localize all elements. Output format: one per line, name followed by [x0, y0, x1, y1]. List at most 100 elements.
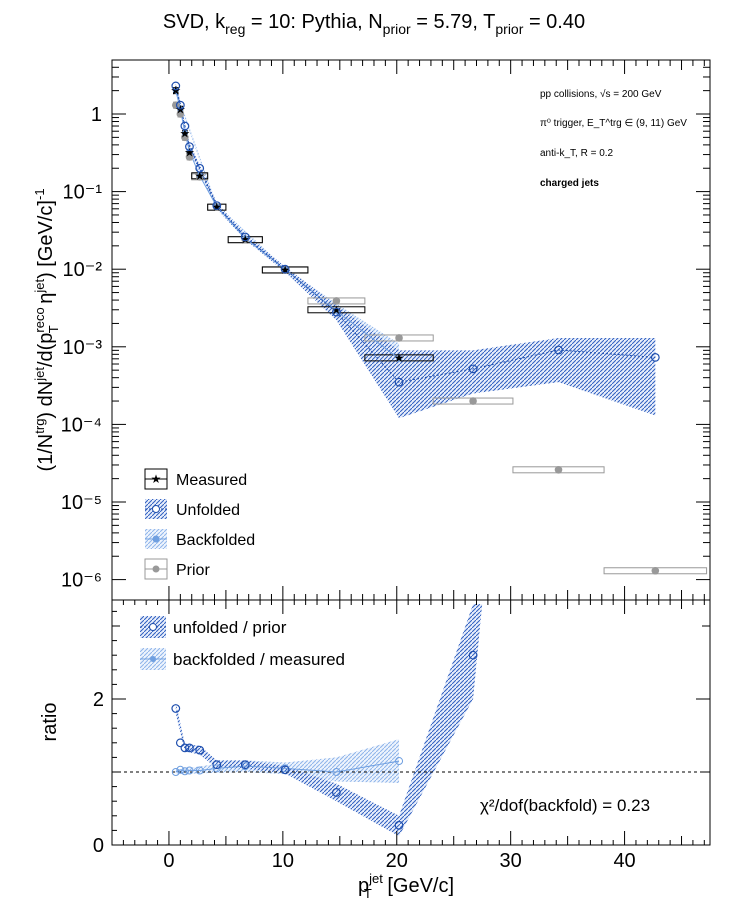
ratio-unfolded-point: [180, 743, 190, 753]
ratio-unfolded-point: [195, 745, 205, 755]
ratio-unfolded-point: [331, 788, 341, 797]
x-tick-label: 0: [163, 850, 174, 872]
measured-point: ★: [394, 351, 405, 365]
x-tick-label: 10: [272, 850, 294, 872]
ratio-backfolded-point: [332, 768, 341, 776]
prior-point: [332, 297, 341, 305]
chart-title: SVD, kreg = 10: Pythia, Nprior = 5.79, T…: [163, 11, 585, 37]
legend-label-prior: Prior: [176, 562, 210, 579]
backfolded-point: [396, 355, 403, 362]
ratio-backfolded-line: [175, 760, 400, 773]
svg-text:★: ★: [151, 472, 162, 486]
ratio-backfolded-point: [176, 765, 185, 774]
prior-point: [395, 334, 403, 342]
bottom-data-marks: [171, 650, 478, 830]
legend-entry-backfolded: Backfolded: [145, 529, 255, 549]
bottom-axis-ticks: 020 10 20 30 40: [93, 600, 710, 872]
y-tick-label: 10⁻³: [63, 337, 103, 359]
unfolded-point: [394, 377, 404, 387]
measured-point: ★: [184, 145, 195, 159]
ratio-unfolded-point: [175, 738, 185, 748]
ratio-backfolded-point: [180, 767, 189, 776]
unfolded-point: [175, 100, 185, 110]
prior-point: [171, 101, 180, 109]
measured-point: ★: [240, 233, 251, 247]
band-unfolded: [175, 83, 656, 419]
y-tick-label: 10⁻²: [63, 259, 103, 281]
backfolded-point: [242, 235, 249, 242]
legend-label-unfolded-prior: unfolded / prior: [173, 618, 287, 637]
y-tick-label: 10⁻⁶: [61, 570, 102, 592]
ratio-backfolded-point: [185, 766, 194, 775]
backfolded-point: [181, 129, 188, 136]
annotation-algorithm: anti-k_T, R = 0.2: [540, 148, 614, 159]
backfolded-point: [213, 203, 220, 210]
legend-label-unfolded: Unfolded: [176, 502, 240, 519]
backfolded-point: [196, 172, 203, 179]
legend-label-backfolded: Backfolded: [176, 532, 255, 549]
measured-point: ★: [331, 303, 342, 317]
prior-point: [185, 153, 194, 161]
top-plot-frame: [111, 59, 711, 601]
top-axis-ticks: 10⁻⁶ 10⁻⁵ 10⁻⁴ 10⁻³ 10⁻² 10⁻¹ 1: [61, 60, 710, 600]
measured-point: ★: [180, 127, 191, 141]
top-uncertainty-bands: [175, 83, 656, 419]
x-axis-label: pjet T [GeV/c]: [358, 871, 454, 901]
annotation-box: pp collisions, √s = 200 GeV π⁰ trigger, …: [540, 88, 687, 189]
backfolded-line: [175, 90, 400, 360]
measured-point: ★: [211, 200, 222, 214]
backfolded-point: [282, 266, 289, 273]
ratio-backfolded-point: [395, 757, 404, 766]
x-tick-label: 30: [500, 850, 522, 872]
legend-entry-measured: ★ Measured: [144, 468, 247, 490]
ratio-unfolded-point: [394, 820, 404, 830]
annotation-jets: charged jets: [540, 178, 599, 189]
ratio-unfolded-point: [171, 704, 181, 713]
prior-point: [181, 133, 189, 142]
ratio-backfolded-point: [212, 764, 221, 773]
annotation-collisions: pp collisions, √s = 200 GeV: [540, 88, 662, 100]
unfolded-point: [468, 364, 478, 374]
annotation-trigger: π⁰ trigger, E_T^trg ∈ (9, 11) GeV: [540, 118, 687, 129]
top-y-axis-label: (1/Ntrg) dNjet/d(precoT ηjet) [GeV/c]-1: [32, 188, 61, 471]
chi2-label: χ²/dof(backfold) = 0.23: [480, 796, 650, 815]
legend-entry-backfolded-measured: backfolded / measured: [140, 648, 345, 670]
legend-entry-unfolded: Unfolded: [145, 499, 240, 519]
prior-point: [651, 566, 660, 575]
bottom-legend: unfolded / prior backfolded / measured: [140, 616, 345, 670]
unfolded-point: [331, 307, 341, 317]
legend-entry-prior: Prior: [144, 558, 210, 580]
unfolded-point: [280, 264, 290, 274]
bottom-plot-frame: [111, 599, 711, 846]
ratio-backfolded-point: [171, 768, 180, 776]
measured-point: ★: [170, 84, 181, 98]
unfolded-point: [554, 345, 563, 355]
backfolded-point: [333, 307, 340, 314]
x-tick-label: 20: [386, 850, 408, 872]
top-legend: ★ Measured Unfolded Backfolded Prior: [144, 468, 255, 580]
bottom-uncertainty-bands: [175, 604, 483, 837]
prior-point: [176, 110, 185, 118]
measured-point: ★: [280, 263, 291, 277]
prior-point: [469, 397, 477, 405]
ratio-unfolded-point: [240, 760, 250, 770]
x-tick-label: 40: [613, 850, 635, 872]
band-backfolded-ratio: [175, 739, 400, 783]
band-unfolded-ratio: [175, 604, 483, 837]
unfolded-point: [195, 163, 205, 173]
legend-label-backfolded-measured: backfolded / measured: [173, 650, 345, 669]
ratio-unfolded-point: [185, 743, 194, 753]
bottom-y-axis-label: ratio: [39, 703, 61, 742]
top-data-marks: ★★★★★★★★★★: [170, 81, 708, 575]
ratio-y-tick-label: 0: [93, 835, 104, 857]
ratio-unfolded-point: [212, 760, 222, 770]
legend-entry-unfolded-prior: unfolded / prior: [140, 616, 287, 638]
y-tick-label: 10⁻⁴: [61, 414, 102, 436]
unfolded-point: [171, 81, 181, 91]
prior-point: [554, 465, 563, 474]
legend-label-measured: Measured: [176, 472, 247, 489]
ratio-backfolded-point: [195, 766, 204, 775]
unfolded-point: [212, 201, 222, 211]
unfolded-point: [180, 121, 190, 131]
